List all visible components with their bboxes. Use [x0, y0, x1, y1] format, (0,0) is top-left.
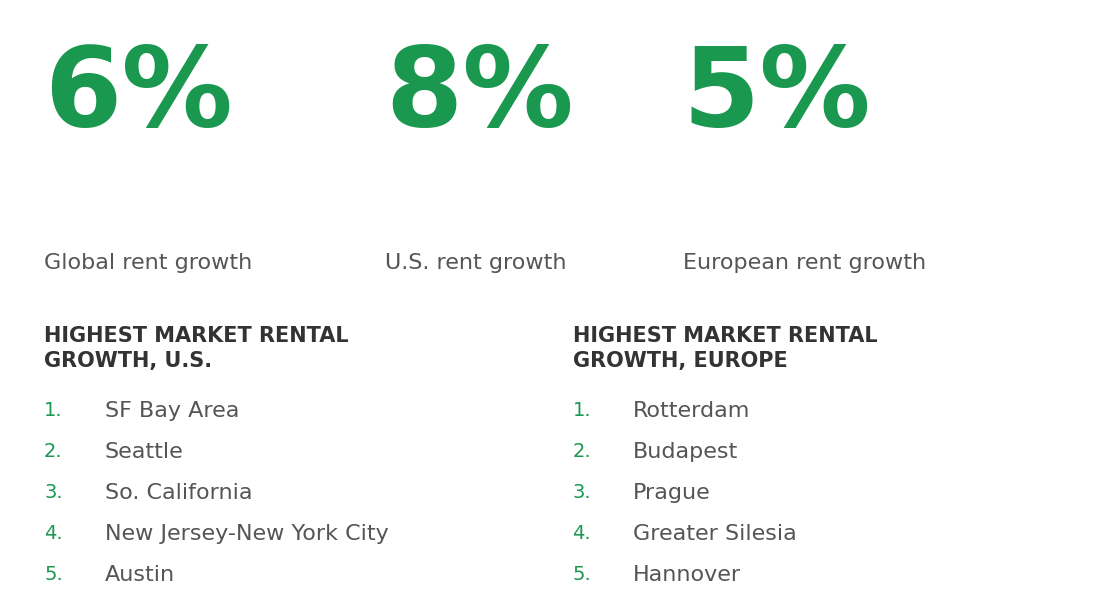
Text: Seattle: Seattle — [105, 442, 184, 462]
Text: Greater Silesia: Greater Silesia — [633, 524, 797, 544]
Text: So. California: So. California — [105, 483, 252, 503]
Text: SF Bay Area: SF Bay Area — [105, 401, 239, 421]
Text: European rent growth: European rent growth — [683, 253, 926, 273]
Text: Prague: Prague — [633, 483, 711, 503]
Text: New Jersey-New York City: New Jersey-New York City — [105, 524, 389, 544]
Text: Global rent growth: Global rent growth — [44, 253, 252, 273]
Text: 4.: 4. — [573, 524, 591, 543]
Text: U.S. rent growth: U.S. rent growth — [385, 253, 567, 273]
Text: 3.: 3. — [44, 483, 63, 502]
Text: HIGHEST MARKET RENTAL
GROWTH, U.S.: HIGHEST MARKET RENTAL GROWTH, U.S. — [44, 326, 349, 371]
Text: Hannover: Hannover — [633, 565, 741, 585]
Text: 2.: 2. — [44, 442, 63, 461]
Text: 5.: 5. — [573, 565, 591, 584]
Text: 2.: 2. — [573, 442, 591, 461]
Text: 6%: 6% — [44, 42, 232, 149]
Text: 5.: 5. — [44, 565, 63, 584]
Text: 5%: 5% — [683, 42, 871, 149]
Text: Budapest: Budapest — [633, 442, 739, 462]
Text: Rotterdam: Rotterdam — [633, 401, 751, 421]
Text: Austin: Austin — [105, 565, 175, 585]
Text: 1.: 1. — [44, 401, 63, 420]
Text: 3.: 3. — [573, 483, 591, 502]
Text: 4.: 4. — [44, 524, 63, 543]
Text: 8%: 8% — [385, 42, 574, 149]
Text: HIGHEST MARKET RENTAL
GROWTH, EUROPE: HIGHEST MARKET RENTAL GROWTH, EUROPE — [573, 326, 877, 371]
Text: 1.: 1. — [573, 401, 591, 420]
